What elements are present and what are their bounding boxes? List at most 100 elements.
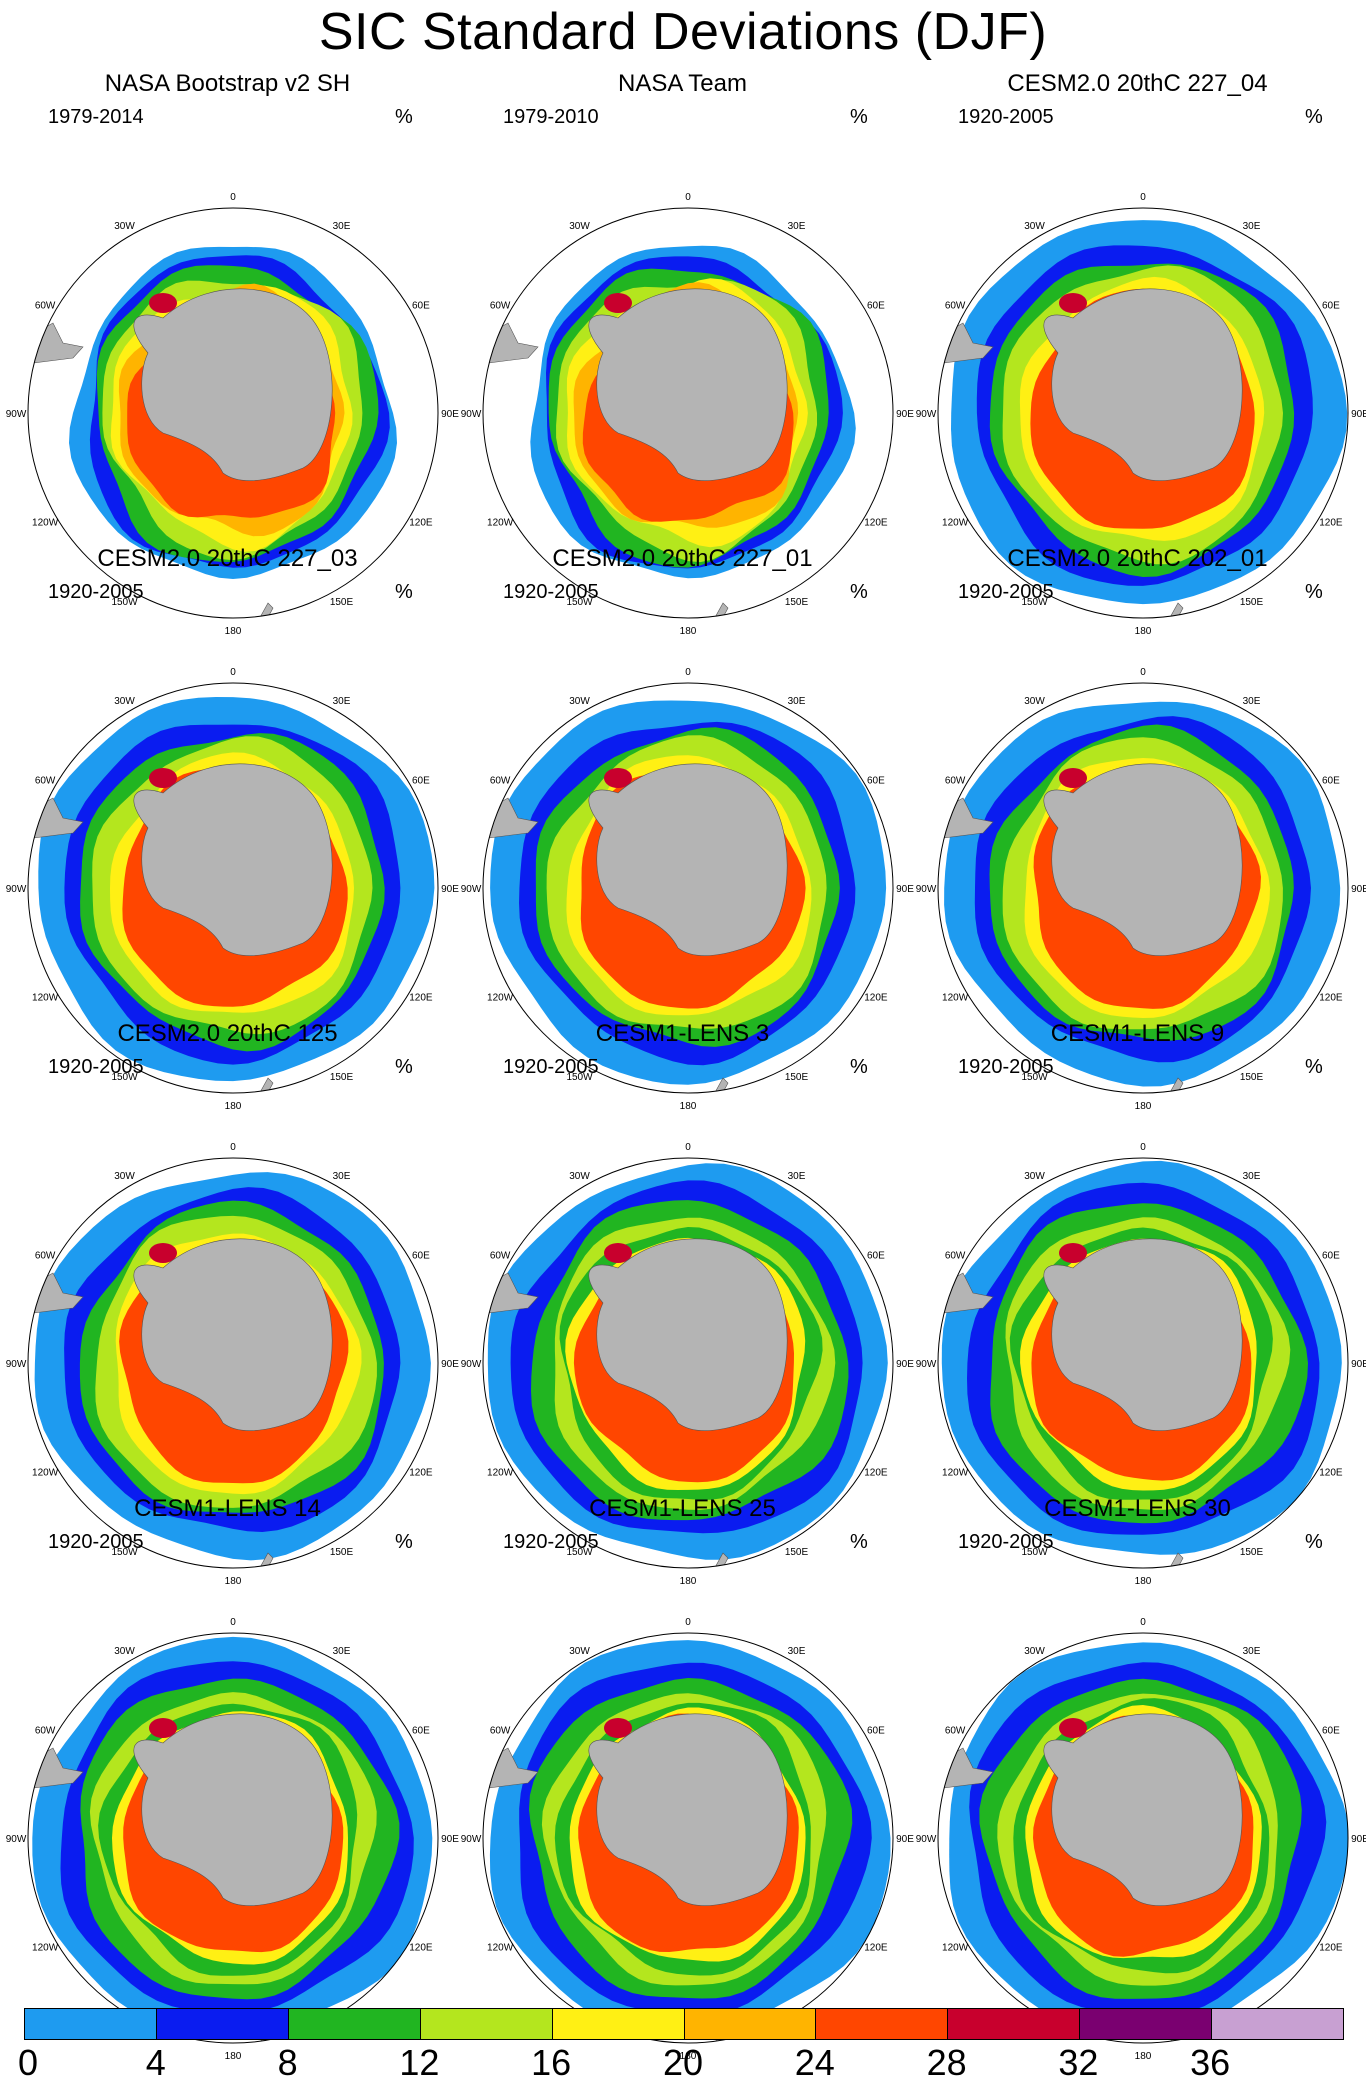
longitude-label: 90E: [441, 409, 459, 420]
longitude-label: 90W: [6, 1834, 27, 1845]
antarctica-landmass: [588, 763, 788, 956]
longitude-label: 0: [1140, 1617, 1146, 1628]
longitude-label: 120E: [1319, 1468, 1343, 1479]
longitude-label: 120E: [409, 993, 433, 1004]
antarctica-landmass: [133, 1238, 333, 1431]
longitude-label: 60E: [867, 776, 885, 787]
panel-unit: %: [395, 1531, 413, 1553]
longitude-label: 120W: [942, 1943, 969, 1954]
panel-title: NASA Team: [618, 70, 747, 97]
map-border: [482, 1632, 894, 2044]
panel-title: CESM1-LENS 25: [589, 1495, 776, 1522]
longitude-label: 150W: [111, 1547, 138, 1558]
longitude-label: 180: [1135, 1576, 1152, 1587]
map-panel: CESM1-LENS 14 1920-2005% 0 30E 60E 90E 120E 150…: [0, 1495, 460, 2062]
longitude-label: 150E: [785, 1547, 809, 1558]
sic-hotspot: [680, 963, 716, 973]
antarctica-landmass: [133, 763, 333, 956]
longitude-label: 30W: [569, 696, 590, 707]
longitude-label: 150W: [1021, 597, 1048, 608]
sic-hotspot: [149, 1718, 177, 1738]
panel-title: CESM2.0 20thC 125: [117, 1020, 338, 1047]
colorbar-swatch: [816, 2009, 949, 2039]
longitude-label: 60W: [490, 1251, 511, 1262]
colorbar-swatch: [288, 2009, 421, 2039]
map-border: [482, 207, 894, 619]
panel-unit: %: [1305, 1056, 1323, 1078]
longitude-label: 90W: [461, 409, 482, 420]
longitude-label: 0: [685, 192, 691, 203]
colorbar-swatch: [552, 2009, 685, 2039]
longitude-label: 60E: [867, 301, 885, 312]
longitude-label: 60W: [35, 301, 56, 312]
map-panel: NASA Bootstrap v2 SH 1979-2014% 0 30E 60E 90E…: [0, 70, 460, 637]
longitude-label: 0: [1140, 667, 1146, 678]
longitude-label: 150E: [1240, 597, 1264, 608]
longitude-label: 150E: [1240, 1072, 1264, 1083]
longitude-label: 30E: [333, 696, 351, 707]
sic-hotspot: [1135, 1913, 1171, 1923]
map-border: [937, 207, 1349, 619]
longitude-label: 120E: [864, 1468, 888, 1479]
longitude-label: 0: [685, 1617, 691, 1628]
map-border: [937, 682, 1349, 1094]
longitude-label: 60E: [412, 301, 430, 312]
longitude-label: 0: [230, 192, 236, 203]
panel-title: NASA Bootstrap v2 SH: [104, 70, 351, 97]
map-border: [482, 682, 894, 1094]
panel-unit: %: [1305, 581, 1323, 603]
panel-unit: %: [850, 106, 868, 128]
longitude-label: 120E: [1319, 993, 1343, 1004]
longitude-label: 150W: [1021, 1072, 1048, 1083]
panel-period: 1920-2005: [958, 106, 1054, 128]
map-panel: CESM2.0 20thC 125 1920-2005% 0 30E 60E 90E 120…: [0, 1020, 460, 1587]
longitude-label: 0: [685, 667, 691, 678]
longitude-label: 120W: [942, 518, 969, 529]
longitude-label: 60W: [945, 301, 966, 312]
longitude-label: 90W: [916, 884, 937, 895]
antarctica-landmass: [1043, 1238, 1243, 1431]
new-zealand-landmass: [257, 1077, 274, 1093]
panel-period: 1979-2010: [503, 106, 599, 128]
longitude-label: 30E: [1243, 221, 1261, 232]
longitude-label: 30E: [333, 1171, 351, 1182]
longitude-label: 180: [225, 1101, 242, 1112]
longitude-label: 120E: [1319, 518, 1343, 529]
longitude-label: 30E: [1243, 1646, 1261, 1657]
longitude-label: 120W: [487, 1468, 514, 1479]
panel-period: 1920-2005: [503, 1056, 599, 1078]
longitude-label: 90E: [1351, 1359, 1366, 1370]
longitude-label: 180: [225, 626, 242, 637]
longitude-label: 120W: [32, 1468, 59, 1479]
longitude-label: 150W: [111, 1072, 138, 1083]
map-panel: CESM2.0 20thC 227_04 1920-2005% 0 30E 60E 90E…: [910, 70, 1366, 637]
longitude-label: 150W: [566, 1072, 593, 1083]
panel-title: CESM2.0 20thC 227_01: [552, 545, 813, 572]
longitude-label: 90W: [461, 1834, 482, 1845]
longitude-label: 0: [1140, 192, 1146, 203]
longitude-label: 150W: [1021, 1547, 1048, 1558]
longitude-label: 180: [680, 1101, 697, 1112]
longitude-label: 0: [230, 1142, 236, 1153]
colorbar-tick-label: 32: [1058, 2042, 1099, 2083]
longitude-label: 60W: [35, 1251, 56, 1262]
sic-hotspot: [1135, 963, 1171, 973]
colorbar-tick-label: 0: [17, 2042, 39, 2083]
panel-period: 1920-2005: [48, 581, 144, 603]
panel-title: CESM1-LENS 30: [1044, 1495, 1231, 1522]
antarctica-landmass: [588, 1713, 788, 1906]
longitude-label: 0: [685, 1142, 691, 1153]
longitude-label: 60E: [412, 1726, 430, 1737]
longitude-label: 120W: [32, 518, 59, 529]
new-zealand-landmass: [1167, 1077, 1184, 1093]
sic-hotspot: [680, 488, 716, 498]
longitude-label: 150E: [785, 1072, 809, 1083]
panel-title: CESM1-LENS 9: [1050, 1020, 1225, 1047]
sic-hotspot: [225, 1438, 261, 1448]
longitude-label: 150E: [330, 1072, 354, 1083]
